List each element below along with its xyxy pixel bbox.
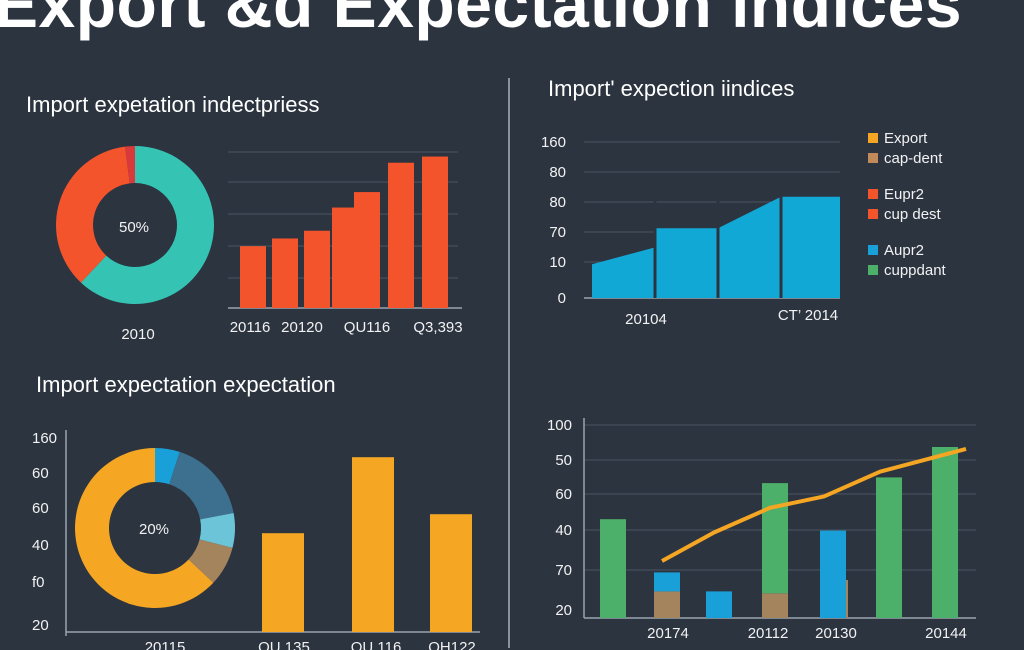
chart4-slice: [155, 448, 180, 485]
chart5-bar: [430, 514, 472, 632]
chart3-y-tick: 80: [549, 164, 566, 181]
legend-item: cuppdant: [868, 260, 946, 280]
legend-item: cap-dent: [868, 148, 946, 168]
chart5-y-tick: 60: [32, 500, 49, 517]
chart2-bar: [354, 192, 380, 308]
chart6-bar: [932, 447, 958, 618]
chart2-bar: [272, 238, 298, 308]
chart6-y-tick: 20: [555, 602, 572, 619]
chart5-y-tick: 40: [32, 537, 49, 554]
chart6-line: [661, 446, 967, 563]
chart5-bar: [352, 457, 394, 632]
legend-label: Export: [884, 129, 928, 147]
chart6-x-label: 20174: [647, 625, 689, 642]
chart3-x-label: 20104: [625, 311, 667, 328]
chart3-legend: Export cap-dent Eupr2 cup dest Aupr2 cuppdant: [868, 128, 946, 280]
legend-item: Export: [868, 128, 946, 148]
vertical-divider: [508, 78, 510, 648]
chart3-y-tick: 160: [541, 134, 566, 151]
chart1-caption: 2010: [121, 326, 154, 343]
chart6-x-label: 20130: [815, 625, 857, 642]
legend-label: cap-dent: [884, 149, 943, 167]
chart4-title: Import expectation expectation: [36, 372, 336, 397]
chart6-y-tick: 100: [547, 417, 572, 434]
legend-swatch: [868, 133, 878, 143]
legend-label: cup dest: [884, 205, 941, 223]
chart2-bar: [332, 207, 358, 308]
legend-item: Eupr2: [868, 184, 946, 204]
chart3-title: Import' expection iindices: [548, 76, 795, 101]
chart5-x-label: QU 116: [351, 639, 402, 650]
legend-swatch: [868, 209, 878, 219]
chart1-center-label: 50%: [119, 219, 149, 236]
chart2-x-label: QU116: [344, 319, 390, 336]
legend-label: Eupr2: [884, 185, 925, 203]
chart5-y-tick: 160: [32, 430, 57, 447]
chart4-slice: [169, 451, 234, 520]
chart2-x-label: 20116: [230, 319, 271, 336]
chart6-x-label: 20112: [748, 625, 789, 642]
chart1-title: Import expetation indectpriess: [26, 92, 320, 117]
chart2-bar: [240, 246, 266, 308]
chart6-bar: [654, 572, 680, 592]
chart5-x-label: QU 135: [258, 639, 310, 650]
chart2-bar: [304, 230, 330, 308]
chart1-slice: [80, 146, 214, 305]
chart3-area: [592, 196, 840, 298]
chart5-y-tick: 60: [32, 465, 49, 482]
chart6-bar: [820, 530, 846, 618]
chart4-slice: [199, 513, 235, 548]
chart2-x-label: 20120: [281, 319, 323, 336]
legend-swatch: [868, 245, 878, 255]
chart6-bar: [654, 591, 680, 618]
chart3-y-tick: 70: [549, 224, 566, 241]
chart3-x-label: CT’ 2014: [778, 307, 838, 324]
chart6-bar: [762, 593, 788, 618]
chart1-slice: [56, 146, 130, 283]
chart6-y-tick: 70: [555, 562, 572, 579]
chart4-center-label: 20%: [139, 521, 169, 538]
chart6-y-tick: 50: [555, 452, 572, 469]
chart4-slice: [75, 448, 214, 608]
chart2-bar: [422, 156, 448, 308]
legend-label: Aupr2: [884, 241, 925, 259]
chart2-bar: [388, 162, 414, 308]
legend-swatch: [868, 189, 878, 199]
chart5-x-label: QH122: [428, 639, 476, 650]
chart3-y-tick: 80: [549, 194, 566, 211]
chart5-bar: [262, 533, 304, 632]
chart3-y-tick: 0: [558, 290, 566, 307]
chart6-bar: [876, 477, 902, 618]
legend-swatch: [868, 265, 878, 275]
chart5-y-tick: f0: [32, 574, 45, 591]
legend-item: cup dest: [868, 204, 946, 224]
chart6-x-label: 20144: [925, 625, 967, 642]
chart6-bar: [762, 483, 788, 594]
chart6-y-tick: 60: [555, 486, 572, 503]
chart4-slice: [188, 539, 233, 583]
chart6-bar: [600, 519, 626, 618]
chart1-slice: [125, 146, 135, 184]
chart5-y-tick: 20: [32, 617, 49, 634]
page-title: Export &d Expectation indices: [0, 0, 963, 41]
legend-label: cuppdant: [884, 261, 946, 279]
chart2-x-label: Q3,393: [413, 319, 462, 336]
chart3-y-tick: 10: [549, 254, 566, 271]
legend-swatch: [868, 153, 878, 163]
chart6-y-tick: 40: [555, 522, 572, 539]
chart5-x-label: 20115: [145, 639, 186, 650]
legend-item: Aupr2: [868, 240, 946, 260]
chart6-bar: [706, 591, 732, 618]
